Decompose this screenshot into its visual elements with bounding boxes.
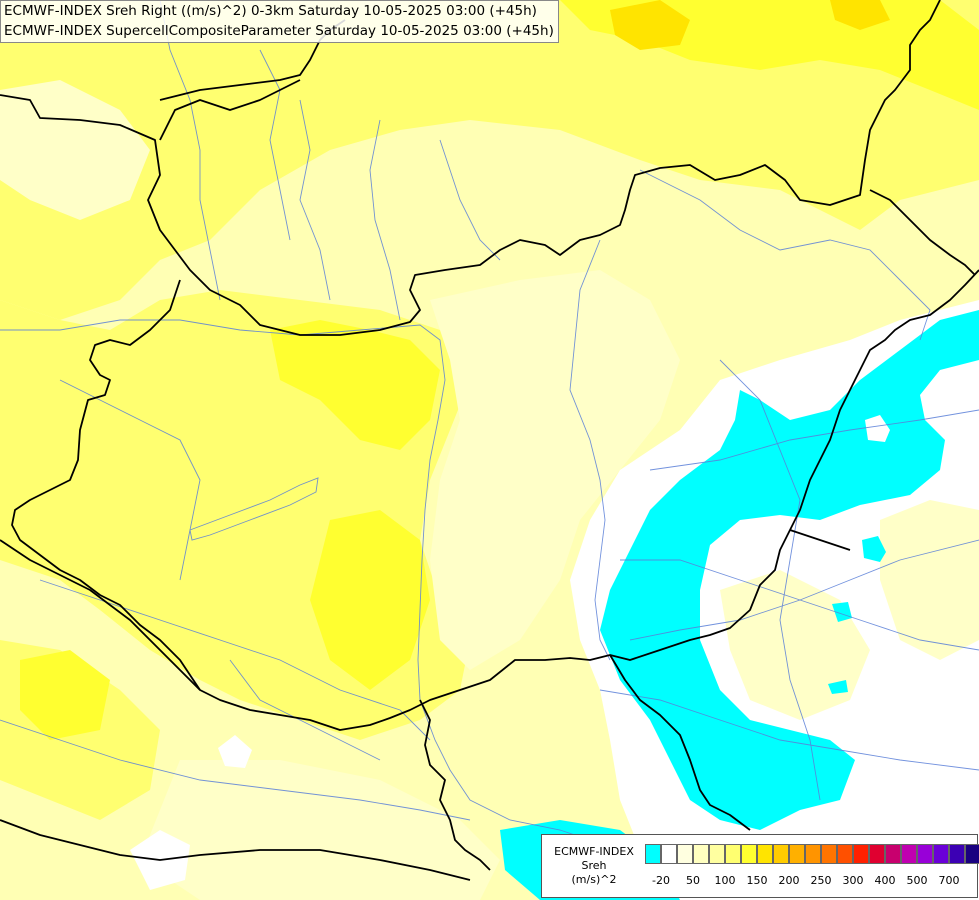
legend-name: ECMWF-INDEX Sreh (m/s)^2 [546,845,642,887]
field-pale-central [430,270,680,670]
river-drava [39,579,431,741]
legend-swatch [757,844,773,864]
river-hron [369,119,401,321]
legend-swatch [725,844,741,864]
legend-swatches [645,844,979,864]
field-white-in-cyan [865,415,890,442]
legend-swatch [741,844,757,864]
field-strong-spot [335,335,415,390]
legend-tick-label: 250 [810,874,832,887]
legend-swatch [869,844,885,864]
legend-tick-label: 500 [906,874,928,887]
field-cyan-spot [862,536,886,562]
legend-swatch [917,844,933,864]
field-yellow-north [0,0,979,320]
border-romania-serbia [609,654,751,831]
river-east-4 [599,689,979,771]
river-tisza [569,169,931,661]
legend-ticks: -20 50 100 150 200 250 300 400 500 700 [645,874,975,890]
legend-variable: Sreh [581,859,607,872]
legend-swatch [693,844,709,864]
legend-swatch [645,844,661,864]
border-romania-ukraine [869,189,976,276]
legend-swatch [885,844,901,864]
river-morava [159,0,221,301]
legend-swatch [853,844,869,864]
river-danube [0,319,761,881]
border-slovak-north [159,79,301,141]
legend-tick-label: 400 [874,874,896,887]
field-pale-east [880,500,979,660]
field-cyan-spot-3 [828,680,848,694]
field-pale-southeast [720,570,870,720]
legend-swatch [709,844,725,864]
legend-tick-label: 700 [938,874,960,887]
river-east-1 [719,359,821,801]
colorbar-legend: ECMWF-INDEX Sreh (m/s)^2 -20 50 100 150 200 2… [541,834,979,898]
border-south-west [0,819,471,881]
legend-swatch [901,844,917,864]
field-cyan-spot-2 [832,602,852,622]
legend-tick-label: -20 [652,874,670,887]
lake-balaton [189,477,319,541]
field-pale-south [140,760,500,900]
field-white-spot [218,735,252,768]
legend-swatch [949,844,965,864]
border-east-inner [789,529,851,551]
legend-swatch [933,844,949,864]
title-box: ECMWF-INDEX Sreh Right ((m/s)^2) 0-3km S… [0,0,559,43]
river-maros [629,539,979,641]
legend-swatch [821,844,837,864]
legend-swatch [661,844,677,864]
legend-swatch [789,844,805,864]
legend-tick-label: 300 [842,874,864,887]
border-austria-slovenia [0,539,201,691]
legend-unit: (m/s)^2 [571,873,617,886]
river-sava [0,719,471,821]
legend-tick-label: 50 [686,874,700,887]
title-line-scp: ECMWF-INDEX SupercellCompositeParameter … [4,23,554,39]
legend-source: ECMWF-INDEX [554,845,634,858]
river-vah [299,99,331,301]
field-strong-south [310,510,430,690]
field-strong-west [20,650,110,740]
river-east-3 [649,409,979,471]
border-austria-czech [0,0,941,336]
border-hungary-west [11,269,979,731]
field-orange-spot [610,0,690,50]
river-north [259,49,501,261]
river-south [229,659,381,761]
rivers [0,0,979,881]
legend-swatch [837,844,853,864]
legend-swatch [677,844,693,864]
legend-swatch [773,844,789,864]
legend-swatch [805,844,821,864]
field-orange-spot-2 [830,0,890,30]
legend-tick-label: 150 [746,874,768,887]
legend-tick-label: 100 [714,874,736,887]
legend-tick-label: 200 [778,874,800,887]
legend-swatch [965,844,979,864]
border-croatia-south [419,699,491,871]
title-line-sreh: ECMWF-INDEX Sreh Right ((m/s)^2) 0-3km S… [4,3,537,19]
